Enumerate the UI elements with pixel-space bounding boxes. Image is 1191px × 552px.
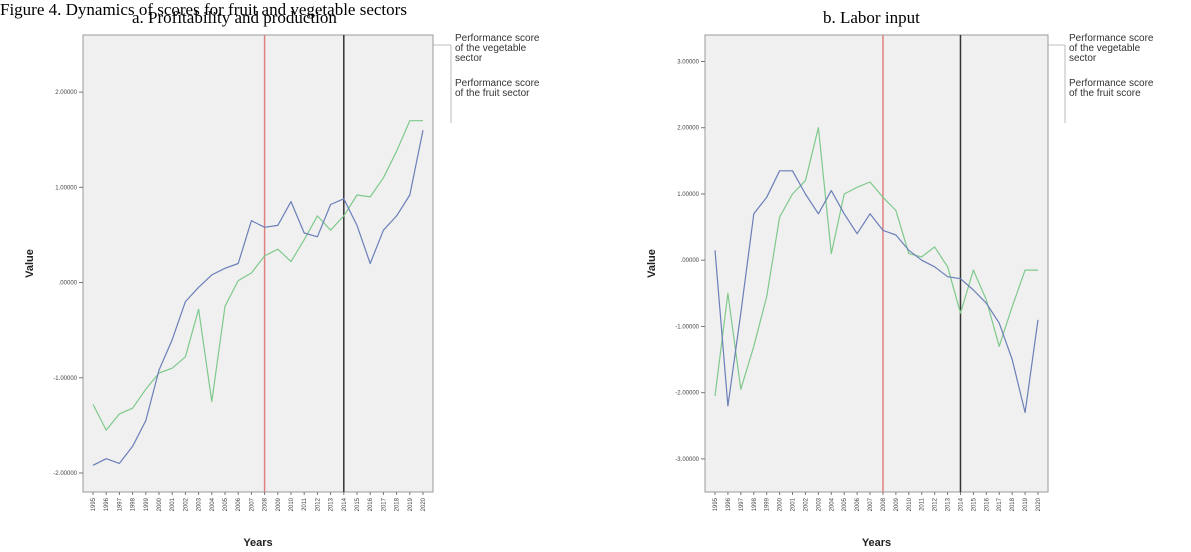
chart-a-xtick-label: 2012 [315,497,321,511]
chart-a-ytick-label: -2.00000 [53,471,77,477]
chart-a-xtick-label: 1998 [131,497,137,511]
chart-b-xtick-label: 2005 [842,497,848,511]
chart-a-xtick-label: 2000 [157,497,163,511]
chart-a-xtick-label: 2014 [342,497,348,511]
chart-b-xtick-label: 2019 [1023,497,1029,511]
chart-b-xtick-label: 2011 [920,497,926,511]
chart-a-ytick-label: .00000 [59,281,78,287]
chart-a-xtick-label: 2002 [183,497,189,511]
chart-a-xtick-label: 2016 [368,497,374,511]
chart-b-series-fruit-line [714,170,1039,414]
chart-b-title: b. Labor input [823,8,920,27]
chart-b-ytick-label: 1.00000 [677,192,699,198]
legend-line: of the vegetable [455,43,527,54]
chart-b-xtick-label: 2000 [778,497,784,511]
chart-b-ytick-label: 2.00000 [677,126,699,132]
chart-a-xtick-label: 1999 [144,497,150,511]
chart-b-ytick-label: 3.00000 [677,59,699,65]
chart-b-ytick-label: -3.00000 [675,457,699,463]
chart-a-title: a. Profitability and production [132,8,337,27]
chart-b-xtick-label: 2015 [971,497,977,511]
chart-a-xtick-label: 2003 [197,497,203,511]
chart-a-series-fruit-line [92,130,424,466]
chart-a-ytick-label: -1.00000 [53,376,77,382]
chart-b-xtick-label: 1997 [739,497,745,511]
legend-line: of the vegetable [1069,43,1141,54]
chart-b-y-axis-label: Value [646,249,658,278]
legend-line: sector [1069,53,1097,64]
chart-b-legend-entry-vegetable: Performance score of the vegetable sector [1069,33,1154,64]
chart-a-xtick-label: 2005 [223,497,229,511]
chart-b-ytick-label: .00000 [681,258,700,264]
chart-a-xtick-label: 2010 [289,497,295,511]
figure-caption: Figure 4. Dynamics of scores for fruit a… [0,0,407,19]
chart-b-xtick-label: 1996 [726,497,732,511]
chart-b-xtick-label: 2003 [816,497,822,511]
chart-b-xtick-label: 2008 [881,497,887,511]
chart-b-xtick-label: 2020 [1036,497,1042,511]
legend-line: Performance score [1069,78,1154,89]
chart-a-xtick-label: 2019 [408,497,414,511]
chart-b-xtick-label: 2013 [946,497,952,511]
chart-a-legend-entry-vegetable: Performance score of the vegetable sector [455,33,540,64]
chart-b-plot-area [704,34,1049,493]
chart-b-xtick-label: 1999 [765,497,771,511]
chart-a-legend-entry-fruit: Performance score of the fruit sector [455,78,540,99]
chart-b-xtick-label: 2002 [803,497,809,511]
chart-a-ytick-label: 1.00000 [55,185,77,191]
legend-line: Performance score [455,33,540,44]
chart-b-xtick-label: 2017 [997,497,1003,511]
chart-b-ytick-label: -1.00000 [675,324,699,330]
chart-a-xtick-label: 1997 [117,497,123,511]
chart-a-x-axis-label: Years [243,537,272,549]
chart-b-xtick-label: 2004 [829,497,835,511]
legend-line: of the fruit score [1069,88,1141,99]
legend-line: Performance score [1069,33,1154,44]
chart-b-ytick-label: -2.00000 [675,391,699,397]
chart-a-xtick-label: 2018 [395,497,401,511]
chart-a-series-vegetable-line [92,120,423,431]
chart-a-xtick-label: 2017 [381,497,387,511]
chart-a-xtick-label: 2004 [210,497,216,511]
chart-a-xtick-label: 2015 [355,497,361,511]
legend-line: of the fruit sector [455,88,530,99]
chart-b-xtick-label: 2007 [868,497,874,511]
chart-a-xtick-label: 2020 [421,497,427,511]
chart-b-xtick-label: 2001 [791,497,797,511]
chart-a-xtick-label: 2007 [249,497,255,511]
chart-b-x-axis-label: Years [862,537,891,549]
chart-b-xtick-label: 2014 [958,497,964,511]
chart-b-xtick-label: 1995 [713,497,719,511]
chart-a-xtick-label: 2001 [170,497,176,511]
legend-line: sector [455,53,483,64]
chart-b-series-vegetable-line [714,127,1038,397]
chart-a-xtick-label: 2013 [329,497,335,511]
chart-b-xtick-label: 2016 [984,497,990,511]
legend-line: Performance score [455,78,540,89]
chart-a-xtick-label: 1995 [91,497,97,511]
chart-a-xtick-label: 1996 [104,497,110,511]
chart-b-xtick-label: 1998 [752,497,758,511]
chart-a-y-axis-label: Value [24,249,36,278]
chart-b-xtick-label: 2018 [1010,497,1016,511]
chart-a-ytick-label: 2.00000 [55,90,77,96]
chart-a-xtick-label: 2009 [276,497,282,511]
chart-b-xtick-label: 2006 [855,497,861,511]
chart-a-xtick-label: 2006 [236,497,242,511]
chart-b-legend-entry-fruit: Performance score of the fruit score [1069,78,1154,99]
chart-b-xtick-label: 2012 [933,497,939,511]
chart-a-xtick-label: 2008 [263,497,269,511]
chart-b-xtick-label: 2009 [894,497,900,511]
chart-b-xtick-label: 2010 [907,497,913,511]
chart-a-xtick-label: 2011 [302,497,308,511]
